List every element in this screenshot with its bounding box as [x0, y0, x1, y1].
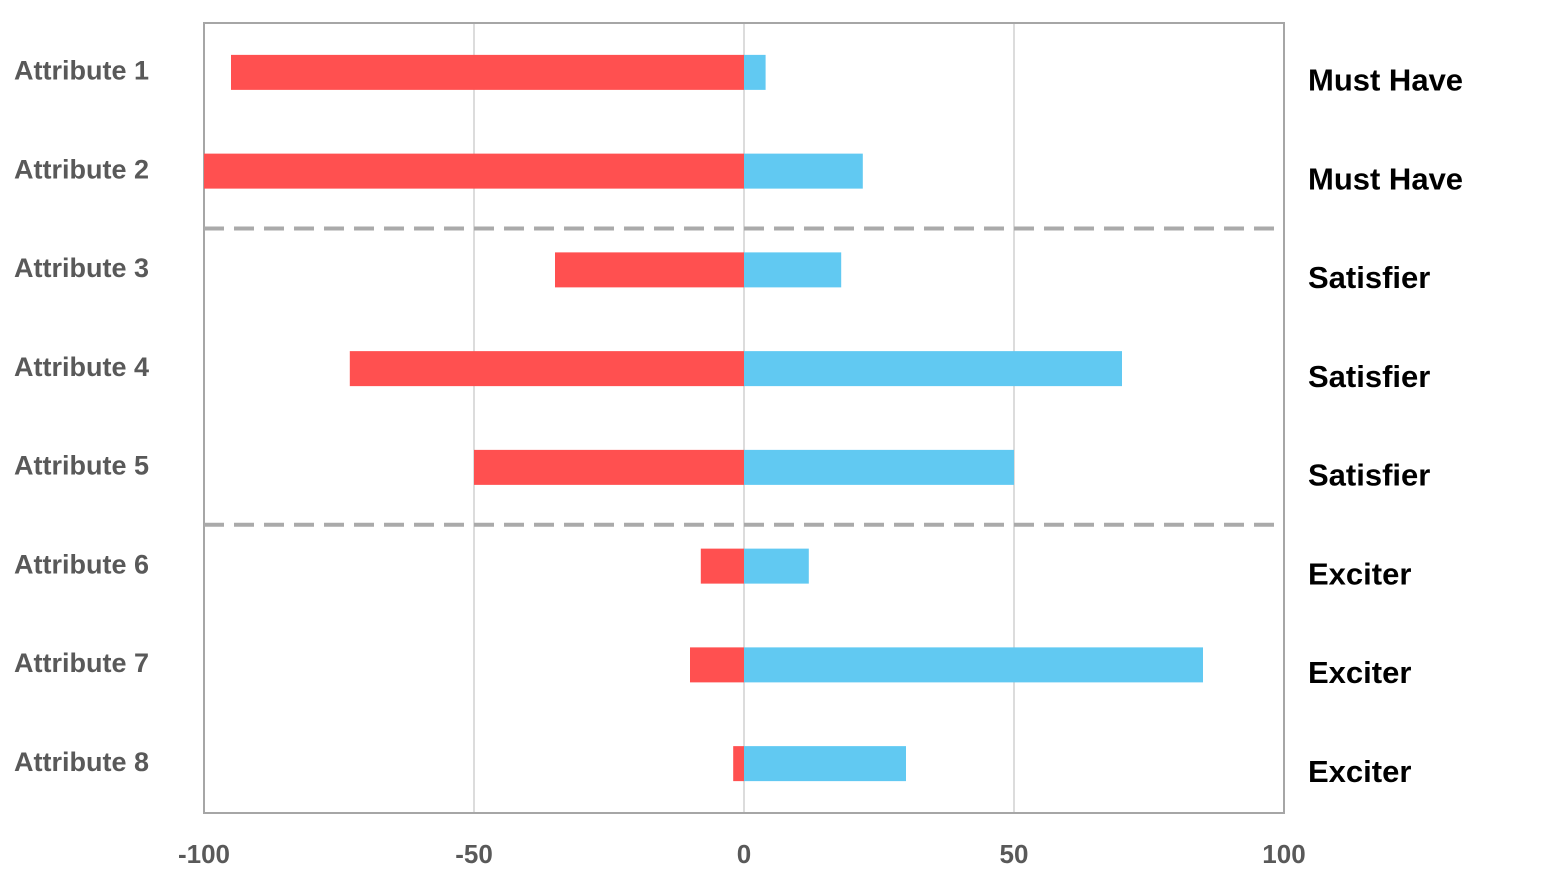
group-label: Must Have	[1308, 161, 1463, 196]
group-label: Must Have	[1308, 63, 1463, 98]
x-tick-label: -100	[178, 839, 230, 869]
bar	[744, 647, 1203, 683]
bar	[744, 746, 906, 782]
bar	[474, 449, 744, 485]
bar	[744, 54, 766, 90]
y-tick-label: Attribute 7	[14, 648, 149, 678]
bar	[744, 252, 842, 288]
bar	[733, 746, 744, 782]
bar	[744, 548, 809, 584]
bar	[744, 449, 1014, 485]
group-label: Satisfier	[1308, 458, 1430, 493]
x-tick-label: 0	[737, 839, 751, 869]
y-tick-label: Attribute 3	[14, 253, 149, 283]
bar	[690, 647, 744, 683]
x-tick-label: 100	[1262, 839, 1305, 869]
bar	[555, 252, 744, 288]
group-label: Satisfier	[1308, 260, 1430, 295]
group-label: Satisfier	[1308, 359, 1430, 394]
bar	[744, 153, 863, 189]
x-tick-label: -50	[455, 839, 493, 869]
plot-border	[203, 22, 1285, 814]
bar	[204, 153, 744, 189]
bar	[231, 54, 744, 90]
y-tick-label: Attribute 8	[14, 747, 149, 777]
y-tick-label: Attribute 6	[14, 549, 149, 579]
group-label: Exciter	[1308, 556, 1411, 591]
group-label: Exciter	[1308, 655, 1411, 690]
group-label: Exciter	[1308, 754, 1411, 789]
y-tick-label: Attribute 4	[14, 352, 149, 382]
bar	[349, 351, 744, 387]
bar	[744, 351, 1122, 387]
x-tick-label: 50	[1000, 839, 1029, 869]
y-tick-label: Attribute 2	[14, 154, 149, 184]
y-tick-label: Attribute 1	[14, 56, 149, 86]
bar	[700, 548, 744, 584]
y-tick-label: Attribute 5	[14, 451, 149, 481]
